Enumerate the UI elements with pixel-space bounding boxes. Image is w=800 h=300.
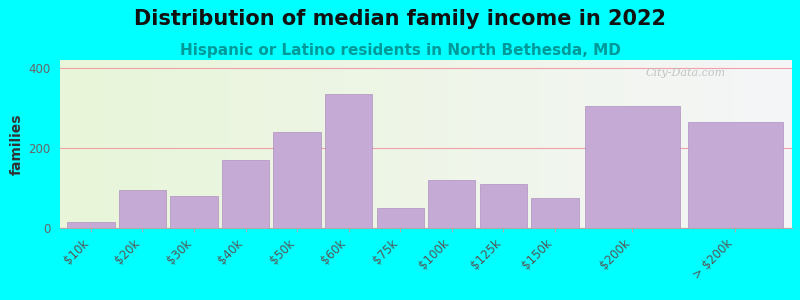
Bar <box>222 160 270 228</box>
Y-axis label: families: families <box>10 113 24 175</box>
Bar <box>67 222 114 228</box>
Bar <box>480 184 527 228</box>
Bar <box>377 208 424 228</box>
Text: Hispanic or Latino residents in North Bethesda, MD: Hispanic or Latino residents in North Be… <box>179 44 621 59</box>
Bar <box>170 196 218 228</box>
Bar <box>118 190 166 228</box>
Bar <box>585 106 680 228</box>
Text: Distribution of median family income in 2022: Distribution of median family income in … <box>134 9 666 29</box>
Bar <box>428 180 475 228</box>
Bar <box>274 132 321 228</box>
Bar <box>325 94 372 228</box>
Text: City-Data.com: City-Data.com <box>646 68 726 78</box>
Bar <box>531 198 578 228</box>
Bar <box>688 122 782 228</box>
